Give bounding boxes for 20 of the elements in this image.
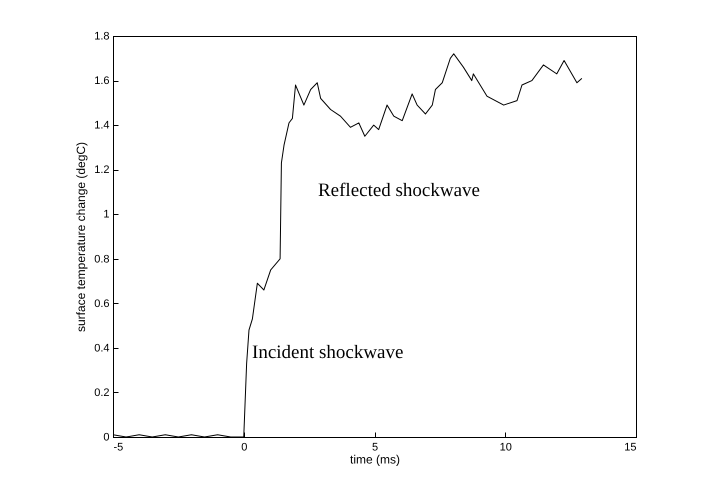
y-tick-label: 1.2 xyxy=(94,164,110,176)
y-tick-label: 1.4 xyxy=(94,120,110,132)
x-tick-label: 5 xyxy=(372,442,378,454)
y-axis-title: surface temperature change (degC) xyxy=(74,142,88,332)
x-tick-label: 0 xyxy=(241,442,248,454)
y-tick-label: 1 xyxy=(103,208,110,221)
line-series xyxy=(113,53,582,437)
y-tick-label: 0.6 xyxy=(94,298,110,310)
y-tick-label: 0.4 xyxy=(94,342,110,354)
y-tick-label: 0.2 xyxy=(94,386,110,399)
y-tick-label: 1.6 xyxy=(94,75,110,88)
x-tick-label: 15 xyxy=(624,442,636,454)
x-tick-label: -5 xyxy=(114,442,124,454)
y-tick-label: 0 xyxy=(103,432,110,444)
y-tick-label: 0.8 xyxy=(94,253,110,266)
x-axis-title: time (ms) xyxy=(350,452,400,466)
y-tick-label: 1.8 xyxy=(94,30,110,42)
annotation: Incident shockwave xyxy=(252,342,404,363)
annotation: Reflected shockwave xyxy=(318,180,480,201)
x-tick-label: 10 xyxy=(500,442,512,454)
